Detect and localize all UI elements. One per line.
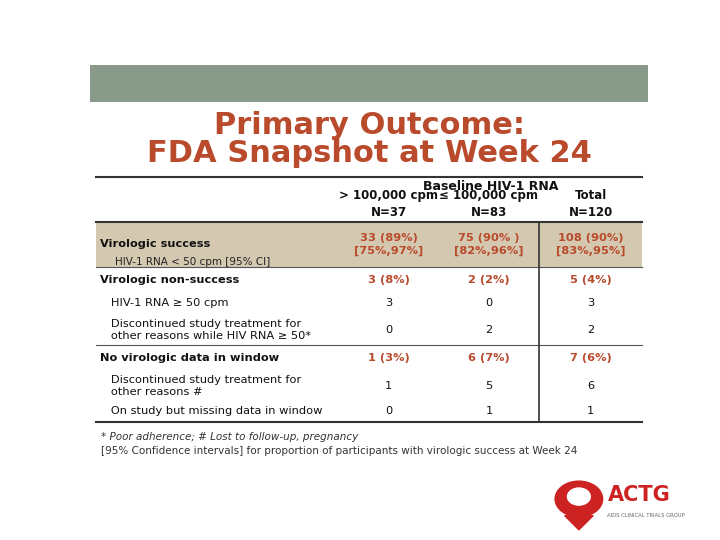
Circle shape	[555, 481, 603, 517]
Text: 2 (2%): 2 (2%)	[468, 275, 510, 285]
Text: 6 (7%): 6 (7%)	[468, 353, 510, 363]
Text: Virologic non-success: Virologic non-success	[100, 275, 239, 285]
Text: 108 (90%)
[83%,95%]: 108 (90%) [83%,95%]	[556, 233, 626, 256]
Text: Baseline HIV-1 RNA: Baseline HIV-1 RNA	[423, 180, 558, 193]
Text: 0: 0	[485, 299, 492, 308]
Text: 1: 1	[485, 406, 492, 416]
Text: AIDS CLINICAL TRIALS GROUP: AIDS CLINICAL TRIALS GROUP	[608, 513, 685, 518]
Text: 7 (6%): 7 (6%)	[570, 353, 612, 363]
Text: 2: 2	[588, 325, 595, 335]
Text: No virologic data in window: No virologic data in window	[100, 353, 279, 363]
Text: 6: 6	[588, 381, 595, 391]
Text: 1 (3%): 1 (3%)	[368, 353, 410, 363]
Text: FDA Snapshot at Week 24: FDA Snapshot at Week 24	[147, 139, 591, 168]
Text: > 100,000 cpm
N=37: > 100,000 cpm N=37	[339, 189, 438, 219]
Text: Discontinued study treatment for
   other reasons while HIV RNA ≥ 50*: Discontinued study treatment for other r…	[100, 319, 311, 341]
Text: 0: 0	[385, 406, 392, 416]
Text: 3: 3	[385, 299, 392, 308]
Text: Total
N=120: Total N=120	[569, 189, 613, 219]
Text: 1: 1	[588, 406, 595, 416]
Text: 3: 3	[588, 299, 595, 308]
FancyBboxPatch shape	[96, 222, 642, 267]
Text: 33 (89%)
[75%,97%]: 33 (89%) [75%,97%]	[354, 233, 423, 256]
Text: 75 (90% )
[82%,96%]: 75 (90% ) [82%,96%]	[454, 233, 523, 256]
Text: 0: 0	[385, 325, 392, 335]
Text: 3 (8%): 3 (8%)	[368, 275, 410, 285]
Text: Discontinued study treatment for
   other reasons #: Discontinued study treatment for other r…	[100, 375, 301, 397]
Text: ACTG: ACTG	[608, 485, 670, 505]
Text: 1: 1	[385, 381, 392, 391]
Text: 5 (4%): 5 (4%)	[570, 275, 612, 285]
Circle shape	[567, 488, 590, 505]
Text: 2: 2	[485, 325, 492, 335]
Text: ≤ 100,000 cpm
N=83: ≤ 100,000 cpm N=83	[439, 189, 539, 219]
Text: [95% Confidence intervals] for proportion of participants with virologic success: [95% Confidence intervals] for proportio…	[101, 446, 577, 456]
Text: HIV-1 RNA < 50 cpm [95% CI]: HIV-1 RNA < 50 cpm [95% CI]	[115, 257, 271, 267]
Text: On study but missing data in window: On study but missing data in window	[100, 406, 323, 416]
Text: * Poor adherence; # Lost to follow-up, pregnancy: * Poor adherence; # Lost to follow-up, p…	[101, 433, 359, 442]
Text: 5: 5	[485, 381, 492, 391]
FancyBboxPatch shape	[90, 65, 648, 102]
Polygon shape	[564, 516, 593, 530]
Text: Virologic success: Virologic success	[100, 239, 210, 249]
Text: Primary Outcome:: Primary Outcome:	[214, 111, 524, 140]
Text: HIV-1 RNA ≥ 50 cpm: HIV-1 RNA ≥ 50 cpm	[100, 299, 228, 308]
